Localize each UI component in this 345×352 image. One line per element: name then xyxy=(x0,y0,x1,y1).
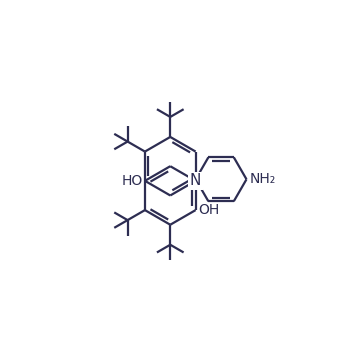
Text: HO: HO xyxy=(121,174,142,188)
Text: N: N xyxy=(190,173,201,188)
Text: OH: OH xyxy=(198,203,219,217)
Text: NH₂: NH₂ xyxy=(249,172,276,186)
